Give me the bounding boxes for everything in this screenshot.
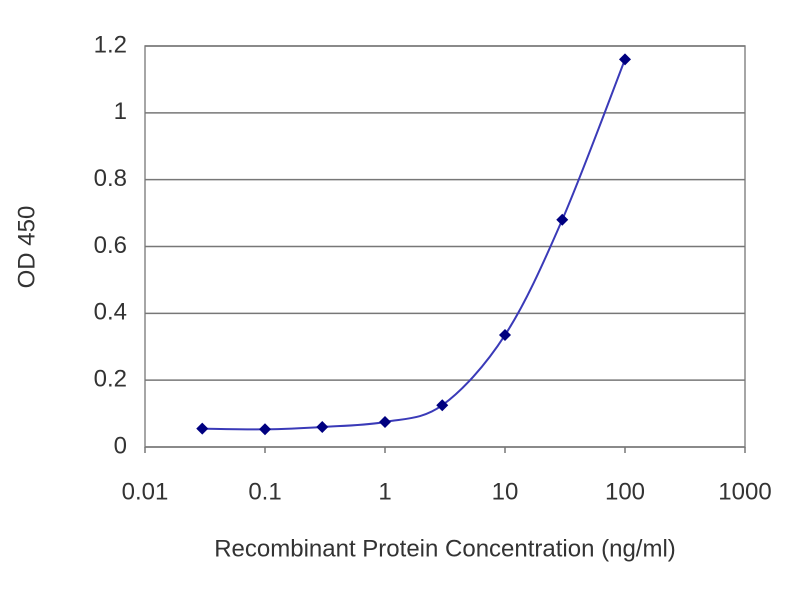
- x-tick-label: 100: [605, 478, 645, 505]
- x-tick-label: 1000: [718, 478, 771, 505]
- y-tick-label: 0.6: [94, 232, 127, 259]
- y-tick-label: 1: [114, 98, 127, 125]
- marker: [619, 53, 631, 66]
- marker: [259, 423, 271, 436]
- marker: [196, 422, 209, 435]
- marker: [316, 420, 329, 433]
- x-tick-label: 10: [492, 478, 519, 505]
- x-tick-label: 0.1: [248, 478, 281, 505]
- y-axis-label: OD 450: [13, 206, 40, 289]
- marker: [379, 415, 391, 428]
- marker: [499, 329, 511, 342]
- y-tick-label: 0: [114, 432, 127, 459]
- marker: [556, 213, 569, 226]
- x-tick-label: 1: [378, 478, 391, 505]
- x-tick-label: 0.01: [122, 478, 169, 505]
- y-tick-label: 1.2: [94, 31, 127, 58]
- y-tick-label: 0.4: [94, 299, 127, 326]
- y-tick-label: 0.8: [94, 165, 127, 192]
- marker: [436, 399, 449, 412]
- x-axis-label: Recombinant Protein Concentration (ng/ml…: [214, 535, 676, 562]
- y-tick-label: 0.2: [94, 366, 127, 393]
